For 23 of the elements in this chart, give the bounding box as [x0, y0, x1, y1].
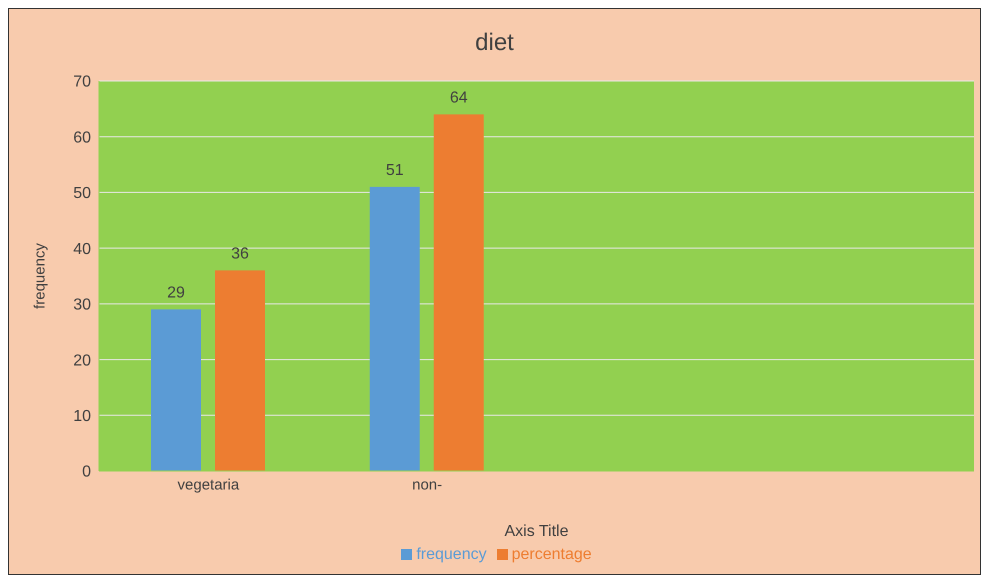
bar: [370, 186, 420, 471]
chart-title: diet: [474, 29, 515, 57]
bar: [434, 114, 484, 471]
data-label: 36: [231, 245, 249, 262]
y-tick-label: 40: [73, 240, 92, 258]
y-tick-label: 10: [73, 408, 92, 425]
y-tick-label: 20: [73, 352, 92, 370]
y-tick-label: 60: [73, 129, 92, 146]
y-tick-label: 0: [82, 464, 92, 481]
y-tick-label: 70: [73, 74, 92, 91]
x-axis-title: Axis Title: [504, 523, 569, 540]
y-tick-label: 50: [73, 185, 92, 202]
legend-label: frequency: [416, 546, 487, 563]
bar: [215, 270, 265, 471]
y-axis-title: frequency: [31, 242, 48, 309]
bar: [151, 309, 201, 471]
data-label: 29: [167, 284, 185, 302]
data-label: 64: [450, 89, 468, 106]
legend-label: percentage: [512, 546, 592, 563]
data-label: 51: [386, 162, 404, 179]
y-tick-label: 30: [73, 296, 92, 314]
x-tick-label: vegetaria: [178, 476, 240, 494]
x-tick-label: non-: [412, 476, 442, 494]
